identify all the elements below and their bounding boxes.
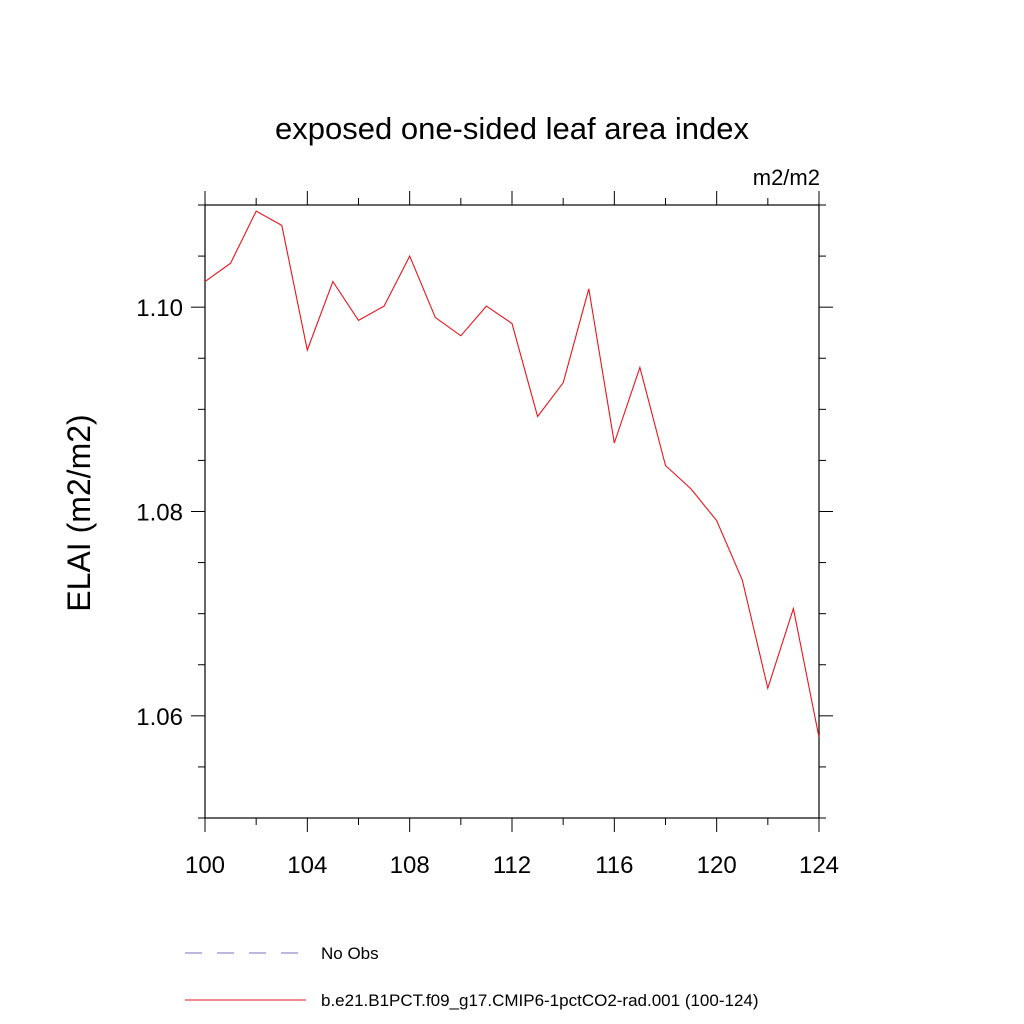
y-tick-label: 1.08	[136, 500, 183, 527]
y-axis-label: ELAI (m2/m2)	[61, 414, 97, 611]
legend-label-model-run: b.e21.B1PCT.f09_g17.CMIP6-1pctCO2-rad.00…	[321, 991, 759, 1010]
chart-title: exposed one-sided leaf area index	[275, 111, 749, 146]
legend: No Obs b.e21.B1PCT.f09_g17.CMIP6-1pctCO2…	[185, 944, 759, 1010]
plot-frame	[204, 204, 820, 819]
x-tick-label: 120	[697, 852, 737, 879]
x-tick-label: 112	[493, 852, 531, 879]
x-tick-label: 116	[595, 852, 633, 879]
plot-area: 100 104 108 112 116 120 124 1.06 1.08 1.10	[136, 191, 839, 879]
x-tick-label: 100	[185, 852, 225, 879]
x-tick-label: 124	[799, 852, 839, 879]
series-line	[204, 210, 820, 738]
x-tick-label: 104	[287, 852, 327, 879]
y-tick-label: 1.06	[136, 704, 183, 731]
units-label: m2/m2	[753, 165, 820, 190]
x-tick-label: 108	[390, 852, 430, 879]
y-tick-label: 1.10	[136, 295, 183, 322]
legend-label-no-obs: No Obs	[321, 944, 379, 963]
